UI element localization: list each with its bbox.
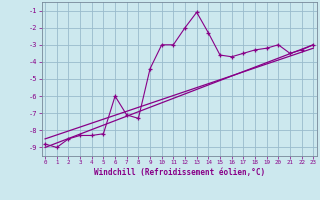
X-axis label: Windchill (Refroidissement éolien,°C): Windchill (Refroidissement éolien,°C) bbox=[94, 168, 265, 177]
